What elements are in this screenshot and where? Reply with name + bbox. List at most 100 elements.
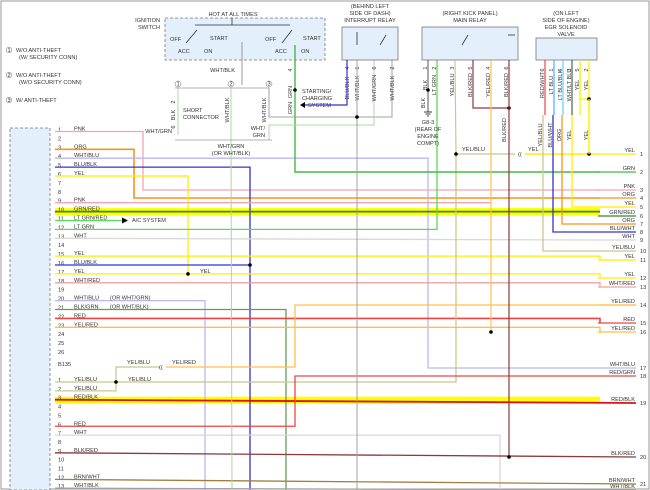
wire-label: YEL/RED xyxy=(611,326,635,332)
pin-number: 20 xyxy=(58,297,64,303)
pin-number: 20 xyxy=(640,455,646,461)
wire xyxy=(294,45,600,173)
wire-label: WHT/BLK xyxy=(610,484,635,490)
starting-system-label: SYSTEM xyxy=(308,103,331,109)
wire xyxy=(54,452,637,458)
pin-number: 1 xyxy=(640,152,643,158)
pin-number: 11 xyxy=(58,217,64,223)
pin-number: 15 xyxy=(640,321,646,327)
pin-number: 9 xyxy=(58,199,61,205)
wire-label: BLU/WHT xyxy=(610,226,636,232)
pin-number: 14 xyxy=(640,303,646,309)
pin-number: 16 xyxy=(640,330,646,336)
pin-number: 6 xyxy=(640,214,643,220)
splice-dot xyxy=(186,272,190,276)
wire-label: BLK/RED xyxy=(611,451,635,457)
wire-label: BLU/WHT xyxy=(548,122,554,148)
switch-off: OFF xyxy=(265,37,277,43)
wire-label: YEL/RED xyxy=(74,322,98,328)
ignition-switch-label: IGNITION xyxy=(135,18,160,24)
wire-label: YEL/BLU xyxy=(74,386,97,392)
wire-label: BLK/RED xyxy=(502,118,508,142)
wire-label: YEL xyxy=(528,147,539,153)
wire xyxy=(54,398,637,404)
wire-label: BLU/BLK xyxy=(74,162,97,168)
wire xyxy=(55,308,287,490)
pin-number: 1 xyxy=(423,66,429,69)
wire-label: YEL/BLU xyxy=(612,245,635,251)
wire-label: BLK xyxy=(171,109,177,120)
pin-number: 13 xyxy=(58,234,64,240)
wire xyxy=(55,317,601,323)
wire-label: WHT/BLK xyxy=(262,97,268,122)
pin-number: 11 xyxy=(58,467,64,473)
wire xyxy=(552,115,598,233)
short-connector-label: CONNECTOR xyxy=(183,115,219,121)
wire-label: YEL xyxy=(575,80,581,91)
pin-number: 22 xyxy=(58,314,64,320)
wire-label: WHT/BLK xyxy=(355,75,361,100)
pin-number: 21 xyxy=(58,306,64,312)
wire-label: WHT/GRN xyxy=(372,75,378,102)
pin-number: 6 xyxy=(372,66,378,69)
wire xyxy=(55,366,160,392)
pin-number: 4 xyxy=(486,66,492,69)
wire-label: GRN/RED xyxy=(74,207,100,213)
branch-circle xyxy=(265,80,273,88)
pin-number: 1 xyxy=(355,66,361,69)
pin-number: 4 xyxy=(58,154,61,160)
branch-circle xyxy=(227,80,235,88)
note-text: (W/ SECURITY CONN) xyxy=(19,55,77,61)
branch-circle xyxy=(174,80,182,88)
pin-number: 18 xyxy=(58,279,64,285)
wire-label: YEL/RED xyxy=(172,360,196,366)
pin-number: 3 xyxy=(58,396,61,402)
splice-dot xyxy=(293,88,297,92)
pin-number: 5 xyxy=(58,413,61,419)
pin-number: 12 xyxy=(640,276,646,282)
pin-number: 5 xyxy=(58,163,61,169)
wire-label: YEL xyxy=(74,251,85,257)
pin-number: 1 xyxy=(549,68,555,71)
wire-label: LT GRN/RED xyxy=(74,216,107,222)
wire xyxy=(55,130,600,191)
wire-label: (OR WHT/BLK) xyxy=(212,151,251,157)
wire-label: WHT xyxy=(74,233,87,239)
pin-number: 24 xyxy=(58,332,64,338)
switch-off: OFF xyxy=(170,37,182,43)
wire-label: WHT xyxy=(622,234,635,240)
pin-number: 1 xyxy=(58,128,61,134)
splice-dot xyxy=(489,330,493,334)
wire-label: RED xyxy=(74,421,86,427)
pin-number: 5 xyxy=(640,205,643,211)
note-number-circle xyxy=(5,71,13,79)
egr-title: EGR SOLENOID xyxy=(545,25,588,31)
main-relay xyxy=(421,26,519,61)
wire-label: GRN xyxy=(253,133,265,139)
starting-system-label: STARTING/ xyxy=(302,89,332,95)
pin-number: 7 xyxy=(640,222,643,228)
wire-label: BLK/GRN xyxy=(74,305,99,311)
wire-label: BRN/WHT xyxy=(74,474,101,480)
splice-dot xyxy=(355,115,359,119)
pin-number: 16 xyxy=(58,261,64,267)
wire-label: BLU/BLK xyxy=(345,76,351,99)
wire xyxy=(579,60,589,100)
relay-switch xyxy=(461,34,469,46)
pin-number: 11 xyxy=(640,258,646,264)
wire-label: WHT/GRN xyxy=(145,129,172,135)
wire-label: WHT/ xyxy=(251,126,266,132)
wire-label: RED/BLK xyxy=(74,395,98,401)
pin-number: 10 xyxy=(58,208,64,214)
pin-number: 13 xyxy=(58,484,64,490)
starting-system-label: CHARGING xyxy=(302,96,332,102)
wire xyxy=(55,255,601,260)
wire xyxy=(55,375,636,427)
wire xyxy=(166,304,636,368)
pin-number: 10 xyxy=(58,458,64,464)
wire-label: WHT/BLK xyxy=(210,68,235,74)
pin-number: 6 xyxy=(58,172,61,178)
arrow-icon xyxy=(300,102,305,108)
ac-system-label: A/C SYSTEM xyxy=(132,218,166,224)
